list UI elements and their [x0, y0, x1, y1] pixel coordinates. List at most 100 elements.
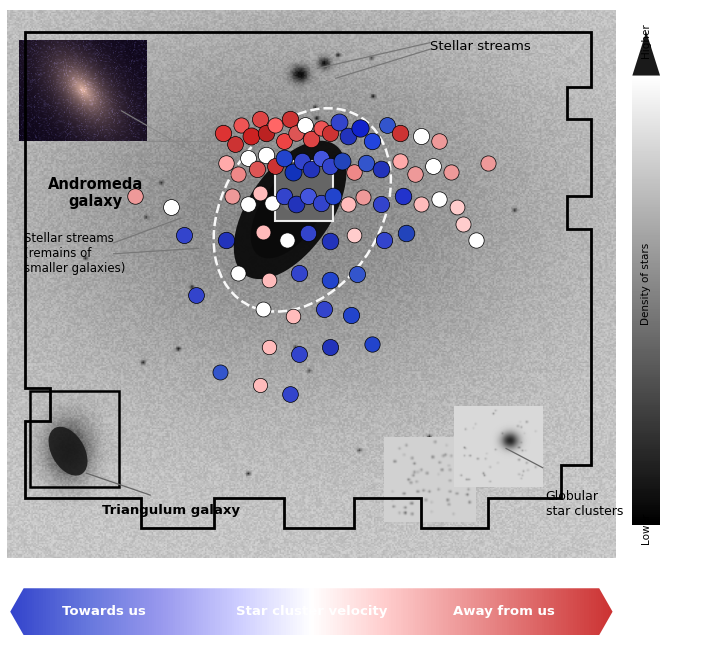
- Point: [300, 119, 311, 130]
- Text: Lower: Lower: [642, 513, 651, 545]
- Ellipse shape: [284, 199, 297, 210]
- Point: [324, 275, 336, 285]
- Point: [166, 202, 177, 212]
- Point: [315, 153, 326, 163]
- Point: [482, 158, 494, 169]
- Point: [333, 117, 345, 127]
- Point: [315, 197, 326, 208]
- Point: [366, 136, 378, 147]
- Point: [324, 342, 336, 352]
- Ellipse shape: [265, 178, 315, 241]
- Point: [342, 199, 354, 210]
- Point: [345, 310, 356, 321]
- Point: [260, 150, 271, 160]
- Point: [290, 199, 302, 210]
- Point: [324, 236, 336, 247]
- Point: [348, 229, 360, 239]
- Bar: [30, 391, 119, 487]
- Point: [254, 114, 266, 125]
- Text: Triangulum galaxy: Triangulum galaxy: [102, 504, 240, 517]
- Point: [220, 158, 232, 169]
- Point: [305, 134, 317, 144]
- Point: [251, 164, 262, 174]
- Point: [451, 202, 463, 212]
- Point: [470, 235, 482, 245]
- Text: Stellar streams
(remains of
smaller galaxies): Stellar streams (remains of smaller gala…: [24, 232, 125, 275]
- Point: [233, 268, 244, 278]
- Point: [354, 123, 366, 133]
- Point: [284, 388, 296, 398]
- Point: [351, 269, 363, 279]
- Point: [315, 123, 326, 133]
- Point: [458, 219, 469, 229]
- Point: [217, 128, 229, 138]
- Point: [254, 188, 266, 199]
- Point: [348, 166, 360, 177]
- Ellipse shape: [251, 162, 330, 258]
- Point: [287, 311, 299, 321]
- Point: [433, 136, 445, 147]
- Point: [254, 380, 266, 391]
- Text: Globular
star clusters: Globular star clusters: [546, 489, 623, 518]
- Point: [415, 130, 427, 141]
- Point: [257, 227, 269, 237]
- Point: [336, 155, 348, 165]
- Text: Density of stars: Density of stars: [642, 243, 651, 325]
- Point: [305, 164, 317, 174]
- Point: [427, 161, 438, 171]
- Point: [263, 275, 274, 285]
- Point: [220, 235, 232, 245]
- Point: [278, 136, 289, 147]
- Polygon shape: [632, 32, 660, 75]
- Point: [324, 161, 336, 171]
- Point: [215, 367, 226, 377]
- Bar: [275, 160, 333, 221]
- Point: [409, 169, 420, 179]
- Point: [129, 191, 140, 201]
- Point: [233, 169, 244, 179]
- Point: [376, 164, 387, 174]
- Point: [257, 304, 269, 314]
- Point: [242, 153, 253, 163]
- Point: [302, 191, 314, 201]
- Text: Andromeda
galaxy: Andromeda galaxy: [48, 177, 143, 210]
- Point: [278, 153, 289, 163]
- Point: [327, 191, 338, 201]
- Point: [284, 114, 296, 125]
- Point: [227, 191, 238, 201]
- Point: [290, 128, 302, 138]
- Text: Star cluster velocity: Star cluster velocity: [235, 605, 387, 618]
- Point: [245, 130, 256, 141]
- Point: [394, 128, 405, 138]
- Ellipse shape: [48, 427, 88, 476]
- Point: [260, 128, 271, 138]
- Text: Higher: Higher: [642, 23, 651, 58]
- Point: [302, 228, 314, 239]
- Point: [278, 191, 289, 201]
- Point: [266, 197, 278, 208]
- Point: [366, 339, 378, 349]
- Point: [269, 161, 281, 171]
- Point: [446, 166, 457, 177]
- Point: [287, 166, 299, 177]
- Point: [294, 349, 305, 360]
- Point: [294, 268, 305, 278]
- Point: [178, 229, 189, 239]
- Point: [361, 158, 372, 169]
- Point: [433, 194, 445, 204]
- Point: [415, 199, 427, 210]
- Point: [376, 199, 387, 210]
- Text: Away from us: Away from us: [453, 605, 554, 618]
- Point: [230, 139, 241, 149]
- Point: [324, 128, 336, 138]
- Point: [263, 342, 274, 352]
- Point: [394, 155, 405, 165]
- Point: [282, 235, 293, 245]
- Point: [297, 155, 308, 165]
- Point: [382, 119, 393, 130]
- Point: [357, 192, 369, 202]
- Text: Stellar streams: Stellar streams: [430, 40, 531, 53]
- Point: [190, 289, 202, 300]
- Ellipse shape: [234, 141, 346, 279]
- Point: [379, 235, 390, 245]
